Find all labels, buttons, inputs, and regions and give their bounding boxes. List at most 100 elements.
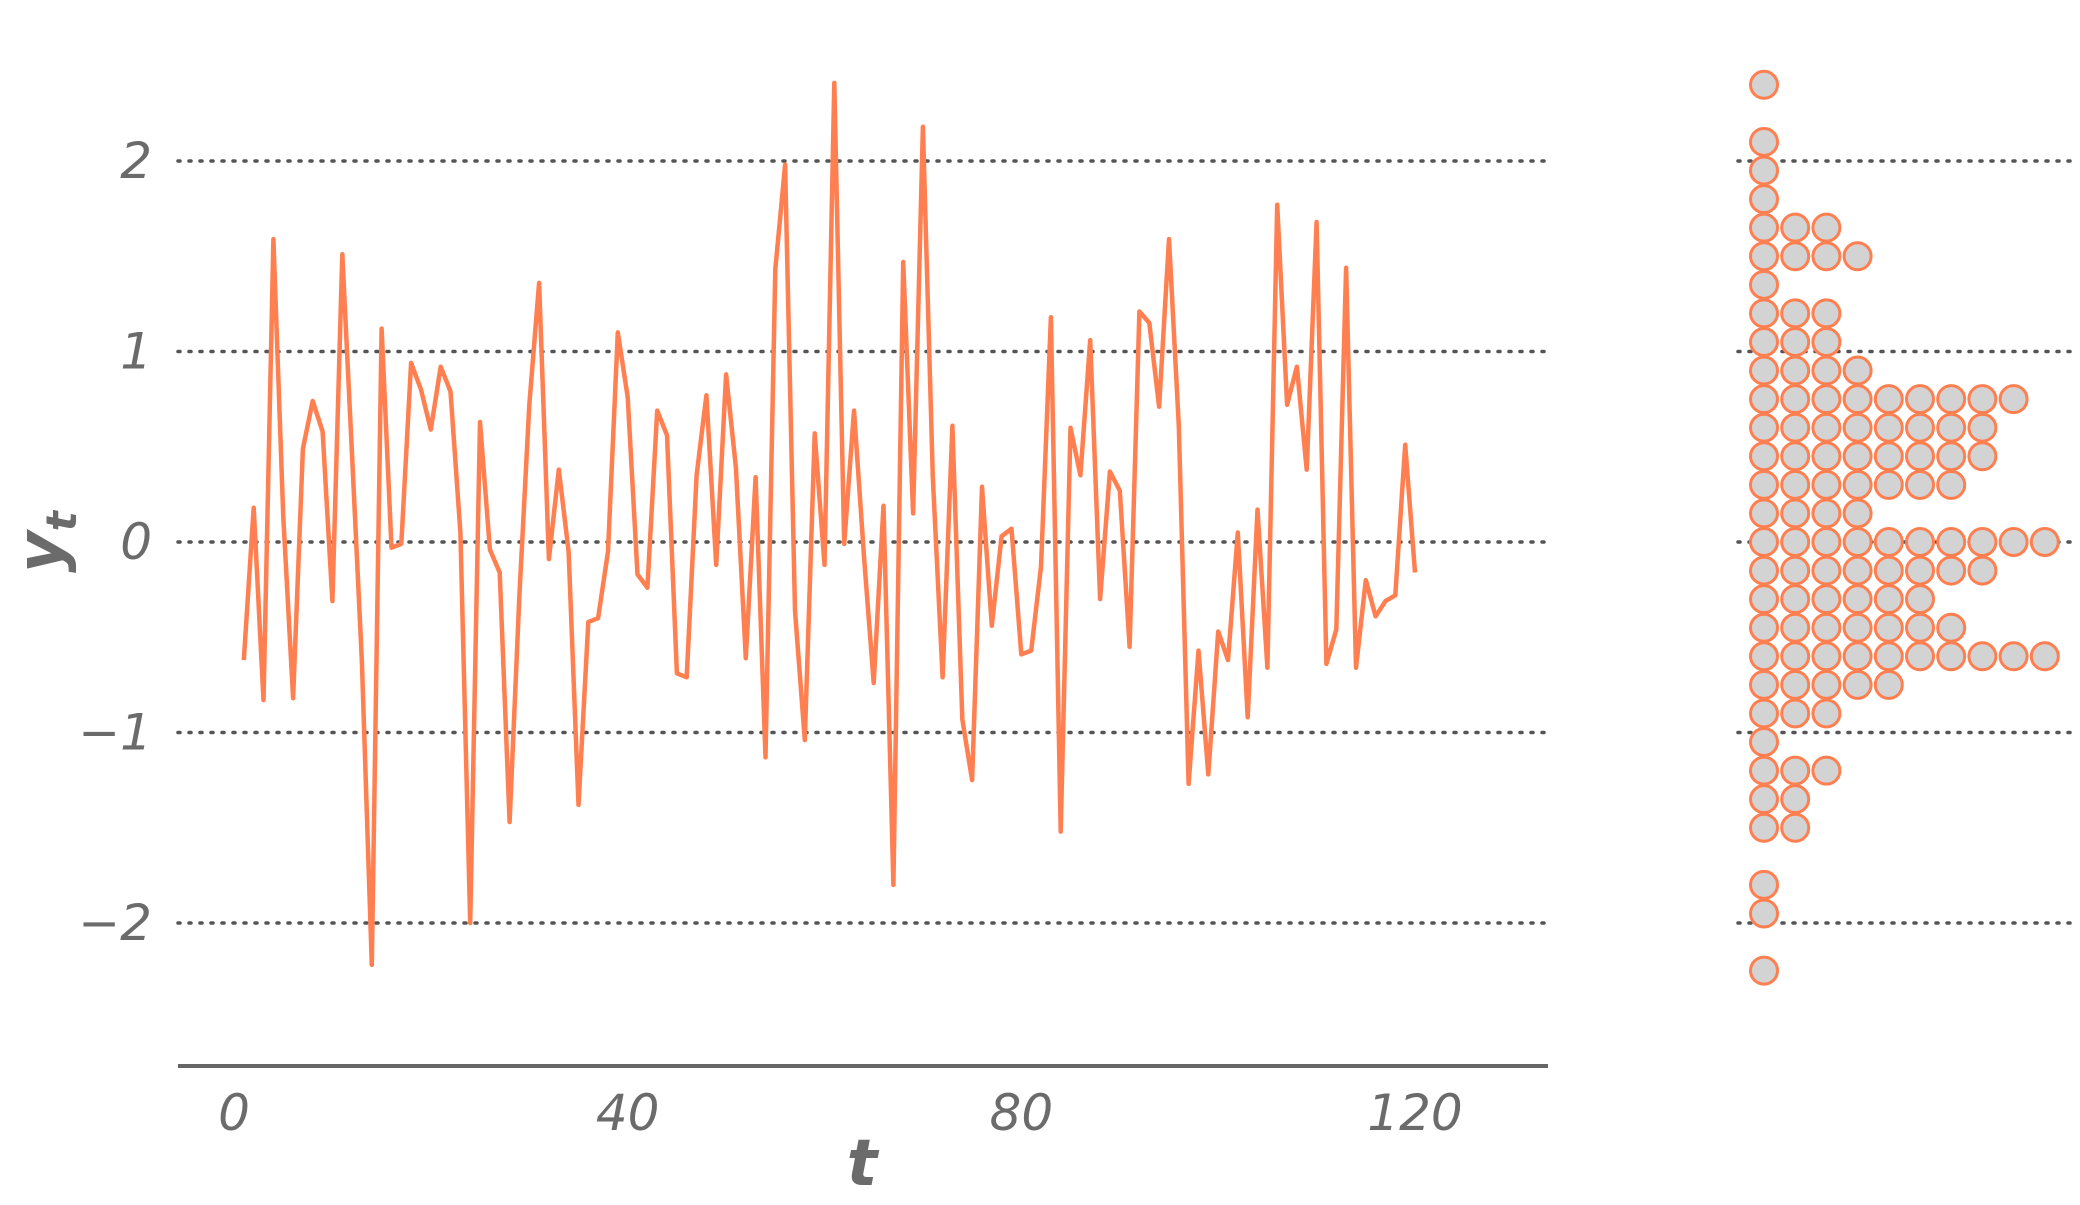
dot	[1749, 155, 1779, 186]
dot	[1811, 298, 1842, 329]
dot	[1780, 469, 1811, 500]
dot	[1780, 555, 1811, 586]
dot	[1811, 469, 1842, 500]
dot	[1873, 612, 1904, 643]
dot	[1905, 612, 1935, 643]
dot	[1842, 641, 1873, 672]
dot	[1749, 527, 1779, 557]
dot	[1842, 555, 1873, 586]
dot	[1842, 441, 1873, 472]
line-series	[241, 80, 1418, 968]
dot	[1811, 555, 1842, 586]
dot	[1905, 641, 1935, 672]
dot	[1873, 384, 1904, 415]
dot	[1749, 869, 1779, 900]
dot	[1780, 355, 1811, 386]
series-line	[241, 80, 1418, 968]
x-axis-title: t	[847, 1127, 880, 1200]
dot	[1811, 698, 1842, 729]
dot	[1873, 469, 1904, 500]
dot	[1873, 412, 1904, 443]
dot	[1749, 269, 1779, 300]
dot	[1749, 727, 1779, 758]
dot	[1780, 612, 1811, 643]
dot	[1936, 527, 1967, 557]
dot	[1749, 755, 1779, 786]
dot	[1811, 612, 1842, 643]
dot	[1998, 641, 2029, 672]
dot	[1749, 898, 1779, 929]
dot	[1749, 384, 1779, 415]
dot	[1811, 241, 1842, 272]
dot	[1749, 412, 1779, 443]
dot	[1967, 412, 1998, 443]
dot	[2029, 641, 2060, 672]
dot	[1780, 498, 1811, 529]
dot	[1967, 527, 1998, 557]
dot	[1905, 441, 1935, 472]
dot	[1936, 384, 1967, 415]
dot	[1842, 669, 1873, 700]
dot	[1905, 527, 1935, 557]
dot	[1780, 669, 1811, 700]
dot	[1749, 784, 1779, 815]
x-tick-label: 80	[990, 1084, 1054, 1142]
dot	[1749, 641, 1779, 672]
dot	[1811, 498, 1842, 529]
dot	[1842, 384, 1873, 415]
dot	[1749, 555, 1779, 586]
dot	[1749, 441, 1779, 472]
dot	[1936, 555, 1967, 586]
dotplot-dots	[1749, 69, 2060, 986]
dot	[1842, 498, 1873, 529]
dot	[1780, 298, 1811, 329]
dot	[1998, 384, 2029, 415]
dot	[1749, 355, 1779, 386]
dot	[1749, 698, 1779, 729]
dot	[2029, 527, 2060, 557]
dot	[1780, 641, 1811, 672]
dot	[1780, 441, 1811, 472]
dot	[1749, 955, 1779, 986]
dot	[1936, 641, 1967, 672]
dot	[1811, 641, 1842, 672]
dot	[1780, 326, 1811, 357]
dot	[1998, 527, 2029, 557]
x-tick-label: 40	[596, 1084, 660, 1142]
dot	[1842, 412, 1873, 443]
dot	[1749, 584, 1779, 615]
dot	[1780, 812, 1811, 843]
dot	[1905, 412, 1935, 443]
dot	[1842, 469, 1873, 500]
dot	[1811, 669, 1842, 700]
dot	[1811, 584, 1842, 615]
dot	[1780, 384, 1811, 415]
dot	[1811, 212, 1842, 243]
dot	[1811, 755, 1842, 786]
dot	[1873, 527, 1904, 557]
dot	[1811, 527, 1842, 557]
dot	[1905, 384, 1935, 415]
dot	[1811, 355, 1842, 386]
y-tick-label: 0	[120, 513, 152, 571]
dot	[1780, 784, 1811, 815]
dot	[1811, 384, 1842, 415]
dot	[1842, 584, 1873, 615]
dot	[1936, 412, 1967, 443]
dot	[1749, 612, 1779, 643]
dot	[1749, 184, 1779, 215]
dot	[1749, 212, 1779, 243]
dot	[1842, 612, 1873, 643]
dot	[1873, 441, 1904, 472]
dot	[1780, 584, 1811, 615]
dot	[1749, 241, 1779, 272]
x-tick-label: 0	[218, 1084, 250, 1142]
dot	[1936, 612, 1967, 643]
dot	[1749, 126, 1779, 157]
dot	[1967, 641, 1998, 672]
dot	[1967, 384, 1998, 415]
y-axis-title: yt	[4, 509, 86, 573]
dot	[1749, 469, 1779, 500]
